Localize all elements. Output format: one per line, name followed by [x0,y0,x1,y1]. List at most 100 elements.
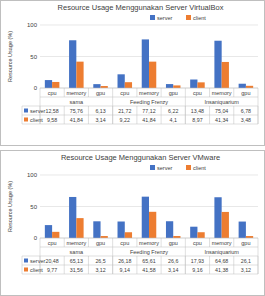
table-row-header: client [30,267,43,273]
table-cell: 41,84 [142,117,155,123]
legend-label: server [157,165,172,171]
grid-line [40,25,258,26]
x-tick-label: cpu [48,240,57,246]
x-tick-label: memory [139,90,159,96]
table-cell: 9,16 [192,267,202,273]
table-cell: 26,6 [168,258,178,264]
table-line [185,106,186,124]
y-tick-label: 50 [30,204,37,210]
table-line [209,106,210,124]
legend-key [150,15,155,20]
bar [214,197,221,238]
x-tick-label: cpu [120,90,129,96]
table-line [185,238,186,274]
table-line [161,106,162,124]
bar [214,41,221,88]
y-tick-label: 100 [27,22,38,28]
table-line [22,115,258,116]
table-line [64,88,65,97]
table-line [209,256,210,274]
x-tick-label: gpu [241,240,250,246]
table-line [112,88,113,124]
table-cell: 9,22 [120,117,130,123]
table-cell: 3,12 [95,267,105,273]
chart-frame [1,1,265,146]
bar [52,82,59,88]
table-line [88,88,89,97]
bar [69,40,76,88]
table-line [136,106,137,124]
bar [125,82,132,88]
bar [222,62,229,88]
x-tick-label: gpu [169,240,178,246]
x-tick-label: memory [66,90,86,96]
bar [246,86,253,88]
y-axis-label: Resource Usage (%) [7,181,13,232]
table-cell: 9,77 [47,267,57,273]
legend-label: client [193,165,206,171]
bar [45,225,52,238]
table-cell: 6,22 [168,108,178,114]
table-line [40,97,258,98]
bar [142,39,149,88]
table-line [64,106,65,124]
table-line [64,256,65,274]
legend-label: server [157,15,172,21]
table-line [88,256,89,274]
table-row-header: server [30,108,45,114]
bar [190,80,197,88]
bar [197,232,204,238]
bar [190,227,197,238]
table-line [161,88,162,97]
x-tick-label: cpu [120,240,129,246]
grid-line [40,175,258,176]
title: Resource Usage Menggunakan Server Virtua… [58,3,224,12]
table-cell: 9,14 [120,267,130,273]
table-cell: 41,84 [70,117,83,123]
x-tick-label: gpu [241,90,250,96]
table-key [24,118,28,122]
bar [197,82,204,88]
table-cell: 17,93 [191,258,204,264]
legend-key [186,165,191,170]
table-cell: 75,04 [215,108,228,114]
table-line [112,256,113,274]
x-tick-label: gpu [96,240,105,246]
group-label: Feeding Frenzy [130,249,168,255]
table-cell: 77,12 [142,108,155,114]
table-cell: 12,58 [45,108,58,114]
figure: Resource Usage Menggunakan Server Virtua… [0,0,265,296]
table-line [22,265,258,266]
bar [118,222,125,238]
bar [222,212,229,238]
bar [125,232,132,238]
bar [118,74,125,88]
table-line [40,247,258,248]
legend-key [186,15,191,20]
table-line [209,88,210,97]
bar [93,221,100,238]
table-cell: 3,48 [241,117,251,123]
table-cell: 8,97 [192,117,202,123]
table-line [22,106,23,124]
group-label: sama [70,99,84,105]
chart-frame [1,151,265,296]
table-key [24,259,28,263]
bar [149,212,156,238]
group-label: Feeding Frenzy [130,99,168,105]
bar [166,84,173,88]
table-line [258,238,259,274]
table-line [88,106,89,124]
table-line [136,256,137,274]
table-line [161,256,162,274]
table-line [258,256,259,274]
bar [173,85,180,88]
table-cell: 26,18 [118,258,131,264]
table-cell: 6,78 [241,108,251,114]
legend-key [150,165,155,170]
table-row-header: client [30,117,43,123]
bar [76,62,83,88]
table-cell: 65,61 [142,258,155,264]
table-line [112,106,113,124]
table-cell: 65,13 [70,258,83,264]
